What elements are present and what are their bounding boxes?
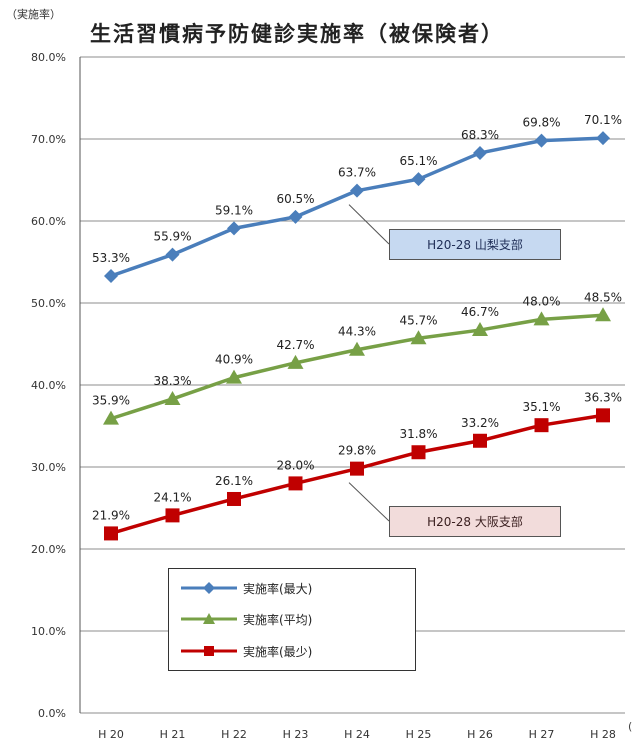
- data-label-avg: 46.7%: [461, 305, 499, 319]
- data-label-min: 35.1%: [522, 400, 560, 414]
- legend-swatch-min: [181, 646, 237, 656]
- chart-title: 生活習慣病予防健診実施率（被保険者）: [90, 22, 504, 46]
- legend-label-avg: 実施率(平均): [243, 612, 313, 627]
- x-tick-label: H 23: [283, 728, 309, 741]
- data-label-min: 28.0%: [276, 458, 314, 472]
- legend-item-max: 実施率(最大): [179, 578, 312, 598]
- data-point-min: [104, 526, 118, 541]
- data-point-min: [288, 476, 303, 491]
- data-point-avg: [410, 330, 427, 345]
- data-point-min: [473, 433, 487, 448]
- data-point-avg: [349, 341, 365, 356]
- y-tick-label: 60.0%: [31, 215, 66, 228]
- data-label-min: 31.8%: [399, 427, 437, 441]
- data-label-max: 63.7%: [338, 166, 376, 180]
- legend-item-avg: 実施率(平均): [179, 609, 312, 629]
- data-label-max: 69.8%: [522, 116, 560, 130]
- data-point-avg: [472, 322, 488, 337]
- data-label-min: 24.1%: [153, 490, 191, 504]
- legend-label-min: 実施率(最少): [243, 644, 313, 659]
- data-label-min: 33.2%: [461, 416, 499, 430]
- x-tick-label: H 27: [529, 728, 555, 741]
- y-tick-label: 30.0%: [31, 461, 66, 474]
- data-label-avg: 42.7%: [276, 338, 314, 352]
- x-tick-label: H 22: [221, 728, 247, 741]
- y-tick-label: 0.0%: [38, 707, 66, 720]
- data-point-avg: [287, 354, 304, 369]
- callout-min-branch: H20-28 大阪支部: [389, 506, 561, 537]
- data-label-avg: 44.3%: [338, 325, 376, 339]
- x-tick-label: H 21: [160, 728, 186, 741]
- data-point-min: [165, 508, 180, 523]
- data-label-max: 68.3%: [461, 128, 499, 142]
- data-point-max: [411, 172, 426, 187]
- data-point-avg: [226, 369, 242, 384]
- y-tick-label: 70.0%: [31, 133, 66, 146]
- legend-swatch-max: [181, 582, 237, 594]
- data-point-min: [534, 418, 549, 433]
- data-point-max: [596, 131, 610, 146]
- data-label-max: 65.1%: [399, 154, 437, 168]
- chart-legend: 実施率(最大) 実施率(平均) 実施率(最少): [168, 568, 416, 671]
- y-tick-label: 20.0%: [31, 543, 66, 556]
- callout-leader-min: [348, 482, 390, 522]
- data-label-avg: 40.9%: [215, 353, 253, 367]
- callout-max-branch: H20-28 山梨支部: [389, 229, 561, 260]
- data-point-avg: [103, 410, 119, 425]
- legend-item-min: 実施率(最少): [179, 641, 312, 661]
- y-tick-label: 80.0%: [31, 51, 66, 64]
- data-label-max: 59.1%: [215, 203, 253, 217]
- data-point-min: [350, 461, 364, 476]
- data-label-max: 60.5%: [276, 192, 314, 206]
- data-point-max: [473, 145, 487, 160]
- data-label-min: 21.9%: [92, 508, 130, 522]
- data-label-avg: 35.9%: [92, 394, 130, 408]
- data-point-max: [534, 133, 549, 148]
- legend-label-max: 実施率(最大): [243, 581, 313, 596]
- y-tick-label: 50.0%: [31, 297, 66, 310]
- data-point-max: [227, 221, 241, 236]
- data-point-avg: [595, 307, 611, 322]
- legend-swatch-avg: [181, 613, 237, 624]
- x-tick-label: H 24: [344, 728, 370, 741]
- data-label-min: 26.1%: [215, 474, 253, 488]
- data-point-max: [288, 209, 303, 224]
- y-tick-label: 10.0%: [31, 625, 66, 638]
- data-label-avg: 48.0%: [522, 294, 560, 308]
- x-tick-label: H 20: [98, 728, 124, 741]
- x-tick-label: H 25: [406, 728, 432, 741]
- data-point-max: [350, 183, 364, 198]
- data-label-avg: 38.3%: [153, 374, 191, 388]
- y-tick-label: 40.0%: [31, 379, 66, 392]
- data-label-avg: 48.5%: [584, 290, 622, 304]
- data-label-avg: 45.7%: [399, 313, 437, 327]
- data-point-avg: [164, 390, 181, 405]
- data-point-min: [596, 408, 610, 423]
- x-tick-label: H 28: [590, 728, 616, 741]
- data-label-min: 36.3%: [584, 390, 622, 404]
- data-label-max: 55.9%: [153, 230, 191, 244]
- data-label-max: 53.3%: [92, 251, 130, 265]
- data-point-min: [411, 445, 426, 460]
- data-label-min: 29.8%: [338, 444, 376, 458]
- callout-leader-max: [348, 204, 390, 245]
- data-label-max: 70.1%: [584, 113, 622, 127]
- x-tick-label: H 26: [467, 728, 493, 741]
- edge-mark: (: [628, 720, 633, 733]
- y-unit-label: （実施率）: [6, 8, 61, 21]
- data-point-max: [104, 268, 118, 283]
- data-point-max: [165, 247, 180, 262]
- data-point-avg: [533, 311, 550, 326]
- data-point-min: [227, 491, 241, 506]
